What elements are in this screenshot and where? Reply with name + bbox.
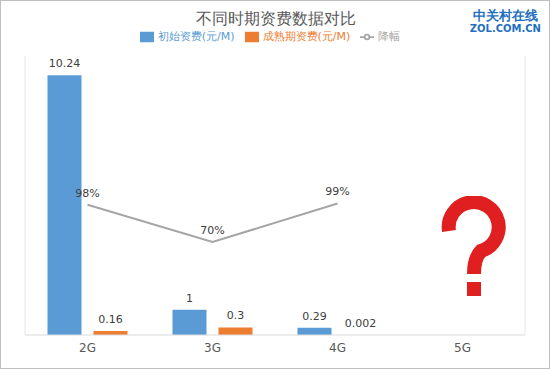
html-text:不同时期资费数据对比: 不同时期资费数据对比 xyxy=(196,9,356,28)
svg-text:98%: 98% xyxy=(75,187,99,200)
svg-text:5G: 5G xyxy=(454,341,471,355)
html-text:初始资费(元/M): 初始资费(元/M) xyxy=(157,30,235,43)
svg-text:2G: 2G xyxy=(79,341,96,355)
svg-text:0.16: 0.16 xyxy=(98,313,123,326)
svg-text:70%: 70% xyxy=(200,224,224,237)
svg-text:99%: 99% xyxy=(325,185,349,198)
svg-text:0.002: 0.002 xyxy=(345,317,377,330)
html-text:中关村在线: 中关村在线 xyxy=(472,8,538,23)
svg-text:1: 1 xyxy=(186,292,193,305)
html-text:成熟期资费(元/M): 成熟期资费(元/M) xyxy=(262,30,351,43)
svg-text:0.29: 0.29 xyxy=(302,310,327,323)
html-text:ZOL.COM.CN: ZOL.COM.CN xyxy=(469,23,541,35)
svg-text:10.24: 10.24 xyxy=(49,57,81,70)
svg-text:3G: 3G xyxy=(204,341,221,355)
svg-text:4G: 4G xyxy=(329,341,346,355)
html-text:降幅: 降幅 xyxy=(378,30,401,43)
svg-text:0.3: 0.3 xyxy=(227,309,245,322)
